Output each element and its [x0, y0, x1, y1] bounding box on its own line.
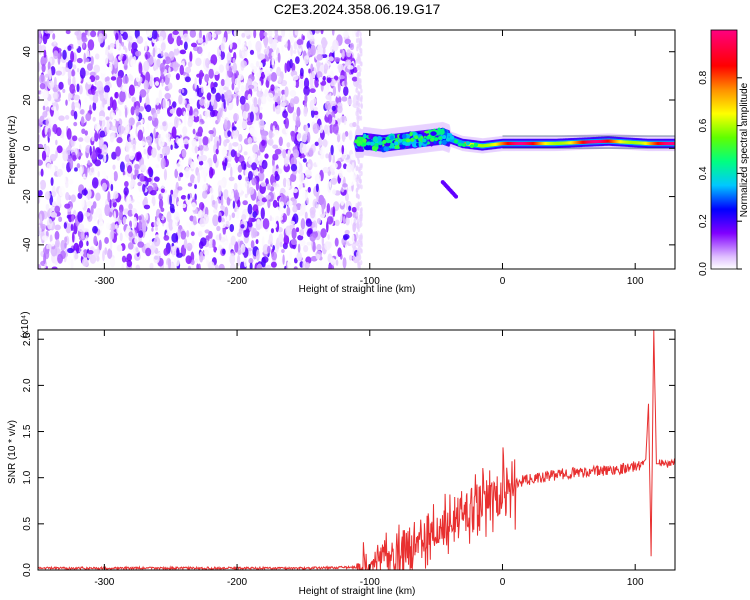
x-tick-label: -100	[360, 276, 380, 287]
x-tick-label: 100	[627, 577, 644, 588]
snr-series-line	[38, 330, 675, 570]
colorbar-gradient	[710, 29, 738, 270]
snr-y-scale-label: (x10⁴)	[20, 311, 31, 338]
y-tick-label: 1.5	[22, 424, 33, 438]
y-tick-label: 0.0	[22, 563, 33, 577]
snr-y-label: SNR (10 * v/v)	[7, 420, 18, 484]
y-tick-label: 20	[22, 94, 33, 106]
x-tick-label: -100	[360, 577, 380, 588]
figure-title: C2E3.2024.358.06.19.G17	[274, 1, 441, 17]
x-tick-label: 0	[500, 276, 506, 287]
colorbar-tick-label: 0.2	[698, 214, 709, 228]
colorbar-tick-label: 0.8	[698, 70, 709, 84]
colorbar-tick-label: 0.4	[698, 166, 709, 180]
colorbar: 0.0 0.2 0.4 0.6 0.8 Normalized spectral ampl…	[698, 29, 750, 276]
snr-frame	[37, 329, 676, 571]
spectrogram-frame	[37, 29, 676, 270]
colorbar-tick-label: 0.0	[698, 262, 709, 276]
y-tick-label: -40	[22, 237, 33, 252]
x-tick-label: -300	[94, 276, 114, 287]
x-tick-label: 0	[500, 577, 506, 588]
y-tick-label: 0	[22, 145, 33, 151]
y-tick-label: -20	[22, 189, 33, 204]
colorbar-ticks: 0.0 0.2 0.4 0.6 0.8	[698, 70, 742, 276]
spectrogram-x-label: Height of straight line (km)	[299, 284, 416, 295]
snr-y-ticks: 0.0 0.5 1.0 1.5 2.0 2.5	[22, 332, 675, 577]
spectrogram-y-ticks: -40 -20 0 20 40	[22, 46, 675, 252]
x-tick-label: -200	[227, 577, 247, 588]
colorbar-label: Normalized spectral amplitude	[739, 82, 750, 217]
snr-x-ticks: -300 -200 -100 0 100	[94, 330, 644, 588]
snr-panel: -300 -200 -100 0 100 0.0 0.5 1.0 1.5 2.0 2.5 Heig…	[7, 311, 676, 597]
spectrogram-y-label: Frequency (Hz)	[7, 116, 18, 185]
spectrogram-x-ticks: -300 -200 -100 0 100	[94, 30, 644, 287]
snr-x-label: Height of straight line (km)	[299, 586, 416, 597]
x-tick-label: -200	[227, 276, 247, 287]
y-tick-label: 1.0	[22, 470, 33, 484]
x-tick-label: -300	[94, 577, 114, 588]
y-tick-label: 0.5	[22, 516, 33, 530]
colorbar-tick-label: 0.6	[698, 118, 709, 132]
y-tick-label: 2.5	[22, 332, 33, 346]
spectrogram-image	[38, 30, 675, 269]
y-tick-label: 40	[22, 46, 33, 58]
y-tick-label: 2.0	[22, 378, 33, 392]
x-tick-label: 100	[627, 276, 644, 287]
